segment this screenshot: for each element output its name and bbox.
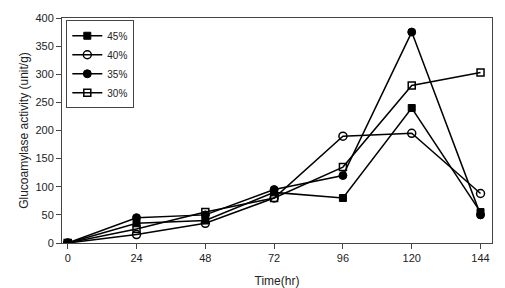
svg-text:144: 144: [471, 252, 489, 264]
svg-text:45%: 45%: [107, 31, 127, 42]
svg-text:350: 350: [35, 40, 53, 52]
svg-text:48: 48: [199, 252, 211, 264]
svg-text:100: 100: [35, 181, 53, 193]
svg-text:72: 72: [268, 252, 280, 264]
svg-text:Time(hr): Time(hr): [255, 274, 300, 288]
svg-text:35%: 35%: [107, 69, 127, 80]
svg-text:150: 150: [35, 152, 53, 164]
svg-text:300: 300: [35, 68, 53, 80]
svg-text:40%: 40%: [107, 50, 127, 61]
svg-text:24: 24: [130, 252, 142, 264]
svg-text:120: 120: [403, 252, 421, 264]
svg-text:200: 200: [35, 124, 53, 136]
svg-text:96: 96: [337, 252, 349, 264]
svg-text:400: 400: [35, 12, 53, 24]
svg-text:0: 0: [65, 252, 71, 264]
svg-text:Glucoamylase activity (unit/g): Glucoamylase activity (unit/g): [17, 52, 31, 209]
svg-text:250: 250: [35, 96, 53, 108]
svg-text:0: 0: [48, 237, 54, 249]
svg-text:30%: 30%: [107, 88, 127, 99]
svg-text:50: 50: [42, 209, 54, 221]
